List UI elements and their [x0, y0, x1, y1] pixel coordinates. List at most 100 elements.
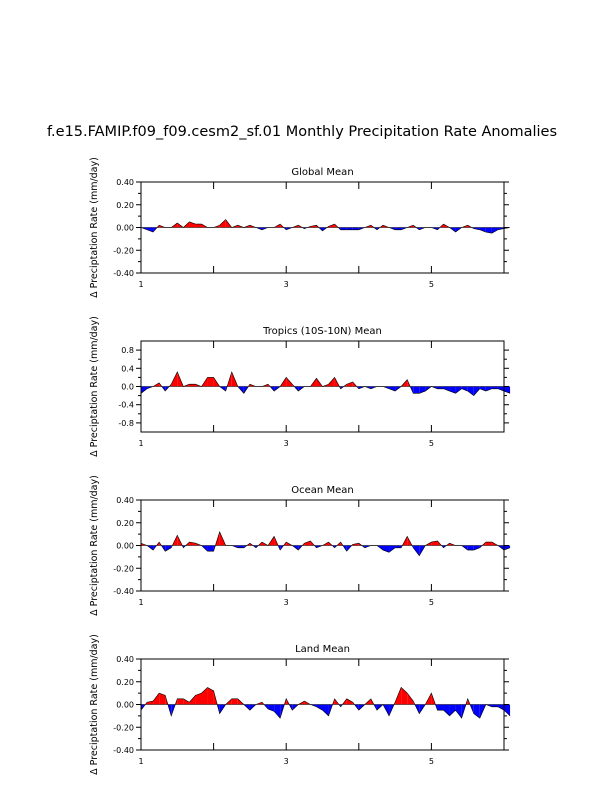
positive-anomaly-area — [189, 221, 196, 228]
negative-anomaly-area — [322, 704, 329, 716]
data-series — [140, 219, 511, 234]
series-line — [140, 219, 511, 234]
positive-anomaly-area — [346, 698, 353, 705]
positive-anomaly-area — [159, 693, 166, 705]
negative-anomaly-area — [207, 545, 214, 552]
negative-anomaly-area — [491, 704, 498, 707]
negative-anomaly-area — [147, 227, 154, 233]
y-tick-label: 0.0 — [121, 383, 134, 392]
panel-title: Ocean Mean — [291, 485, 353, 496]
negative-anomaly-area — [352, 227, 359, 230]
negative-anomaly-area — [467, 545, 474, 551]
positive-anomaly-area — [195, 224, 202, 228]
negative-anomaly-area — [473, 545, 480, 551]
negative-anomaly-area — [413, 386, 420, 394]
negative-anomaly-area — [389, 545, 396, 553]
negative-anomaly-area — [497, 704, 504, 711]
x-tick-label: 5 — [429, 757, 434, 766]
negative-anomaly-area — [449, 704, 456, 716]
y-tick-label: 0.8 — [121, 346, 134, 355]
positive-anomaly-area — [346, 381, 353, 387]
positive-anomaly-area — [177, 698, 184, 705]
y-tick-label: 0.40 — [116, 496, 134, 505]
panel-title: Tropics (10S-10N) Mean — [262, 326, 382, 337]
panel-title: Global Mean — [291, 167, 353, 178]
positive-anomaly-area — [328, 377, 335, 387]
negative-anomaly-area — [479, 386, 486, 392]
series-line — [140, 531, 511, 557]
negative-anomaly-area — [467, 386, 474, 396]
y-tick-label: 0.4 — [121, 364, 134, 373]
negative-anomaly-area — [237, 545, 244, 548]
negative-anomaly-area — [485, 386, 492, 392]
negative-anomaly-area — [419, 386, 426, 394]
y-tick-label: -0.8 — [118, 419, 134, 428]
negative-anomaly-area — [165, 545, 172, 552]
negative-anomaly-area — [443, 704, 450, 716]
x-tick-label: 5 — [429, 598, 434, 607]
chart-panel-2: Tropics (10S-10N) Mean Δ Preciptation Rat… — [89, 316, 511, 457]
negative-anomaly-area — [497, 386, 504, 392]
x-tick-label: 3 — [284, 280, 289, 289]
x-tick-label: 5 — [429, 280, 434, 289]
negative-anomaly-area — [413, 545, 420, 556]
x-tick-label: 1 — [138, 280, 143, 289]
data-series — [140, 686, 511, 719]
negative-anomaly-area — [395, 545, 402, 548]
negative-anomaly-area — [274, 704, 281, 719]
positive-anomaly-area — [183, 698, 190, 705]
y-tick-label: 0.00 — [116, 224, 134, 233]
y-axis-label: Δ Preciptation Rate (mm/day) — [89, 634, 100, 775]
positive-anomaly-area — [485, 542, 492, 546]
y-axis-label: Δ Preciptation Rate (mm/day) — [89, 157, 100, 298]
y-tick-label: -0.40 — [113, 269, 134, 278]
positive-anomaly-area — [201, 687, 208, 705]
positive-anomaly-area — [304, 540, 311, 546]
negative-anomaly-area — [437, 386, 444, 389]
chart-panel-4: Land Mean Δ Preciptation Rate (mm/day) -0.… — [89, 634, 511, 775]
negative-anomaly-area — [473, 386, 480, 396]
negative-anomaly-area — [449, 386, 456, 394]
positive-anomaly-area — [189, 695, 196, 705]
negative-anomaly-area — [455, 386, 462, 394]
positive-anomaly-area — [195, 693, 202, 705]
negative-anomaly-area — [503, 704, 511, 716]
positive-anomaly-area — [189, 384, 196, 387]
y-tick-label: -0.20 — [113, 246, 134, 255]
x-tick-label: 1 — [138, 757, 143, 766]
negative-anomaly-area — [485, 227, 492, 234]
negative-anomaly-area — [491, 227, 498, 234]
negative-anomaly-area — [503, 545, 511, 551]
negative-anomaly-area — [437, 704, 444, 711]
positive-anomaly-area — [219, 219, 226, 228]
positive-anomaly-area — [231, 698, 238, 705]
positive-anomaly-area — [286, 377, 293, 387]
chart-panel-1: Global Mean Δ Preciptation Rate (mm/day) -… — [89, 157, 511, 298]
y-axis-label: Δ Preciptation Rate (mm/day) — [89, 316, 100, 457]
y-tick-label: -0.4 — [118, 401, 134, 410]
y-tick-label: -0.20 — [113, 564, 134, 573]
y-tick-label: -0.40 — [113, 746, 134, 755]
negative-anomaly-area — [268, 704, 275, 712]
y-tick-label: 0.40 — [116, 178, 134, 187]
series-line — [140, 686, 511, 719]
panel-title: Land Mean — [295, 644, 350, 655]
negative-anomaly-area — [455, 704, 462, 719]
y-axis-label: Δ Preciptation Rate (mm/day) — [89, 475, 100, 616]
x-tick-label: 1 — [138, 598, 143, 607]
negative-anomaly-area — [503, 386, 511, 394]
y-tick-label: 0.40 — [116, 655, 134, 664]
x-tick-label: 5 — [429, 439, 434, 448]
y-tick-label: -0.40 — [113, 587, 134, 596]
positive-anomaly-area — [207, 687, 214, 705]
data-series — [140, 531, 511, 557]
positive-anomaly-area — [407, 693, 414, 705]
panels: Global Mean Δ Preciptation Rate (mm/day) -… — [89, 157, 511, 775]
series-line — [140, 371, 511, 397]
positive-anomaly-area — [153, 693, 160, 705]
positive-anomaly-area — [207, 377, 214, 387]
negative-anomaly-area — [316, 704, 323, 711]
chart-panel-3: Ocean Mean Δ Preciptation Rate (mm/day) -0… — [89, 475, 511, 616]
negative-anomaly-area — [491, 386, 498, 389]
